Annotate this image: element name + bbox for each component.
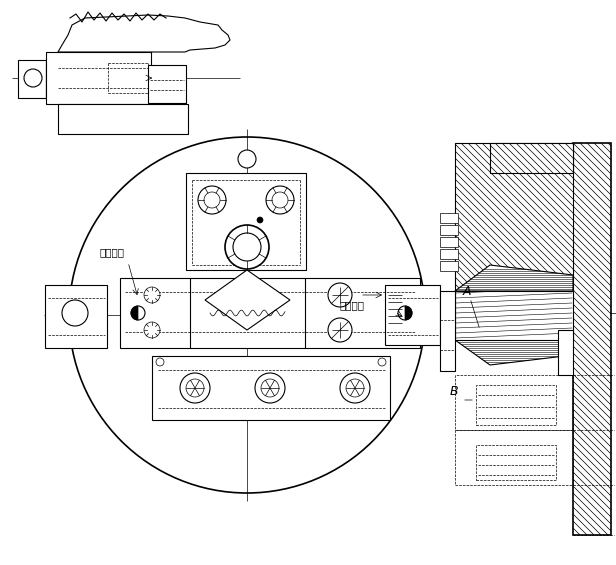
Circle shape (255, 373, 285, 403)
Circle shape (266, 186, 294, 214)
Bar (573, 143, 611, 535)
Circle shape (156, 358, 164, 366)
Bar (186, 173, 306, 270)
Bar (455, 291, 573, 340)
Circle shape (378, 358, 386, 366)
Polygon shape (205, 270, 290, 330)
Circle shape (261, 379, 279, 397)
Bar (45, 285, 107, 348)
Bar (440, 261, 458, 271)
Text: B: B (450, 385, 459, 398)
Circle shape (340, 373, 370, 403)
Bar (440, 225, 458, 235)
Bar (455, 143, 573, 291)
Bar (455, 375, 573, 430)
Circle shape (225, 225, 269, 269)
Circle shape (180, 373, 210, 403)
Bar (455, 430, 573, 485)
Circle shape (204, 192, 220, 208)
Wedge shape (405, 306, 412, 320)
Text: A: A (463, 285, 471, 298)
Circle shape (144, 287, 160, 303)
Circle shape (328, 318, 352, 342)
Circle shape (233, 233, 261, 261)
Circle shape (186, 379, 204, 397)
Bar (476, 445, 556, 480)
Circle shape (24, 69, 42, 87)
Circle shape (398, 306, 412, 320)
Circle shape (82, 306, 100, 324)
Bar (385, 285, 440, 345)
Circle shape (346, 379, 364, 397)
Bar (46, 62, 58, 98)
Circle shape (238, 150, 256, 168)
Polygon shape (455, 265, 573, 291)
Bar (573, 143, 611, 535)
Polygon shape (455, 340, 573, 365)
Bar (152, 356, 390, 420)
Circle shape (69, 137, 425, 493)
Circle shape (328, 283, 352, 307)
Bar (490, 143, 573, 173)
Bar (455, 291, 573, 340)
Bar (440, 213, 458, 223)
Circle shape (394, 306, 412, 324)
Circle shape (198, 186, 226, 214)
Text: 定位止销: 定位止销 (340, 300, 365, 310)
Bar (46, 52, 151, 104)
Bar (455, 143, 573, 291)
Circle shape (272, 192, 288, 208)
Circle shape (131, 306, 145, 320)
Bar (440, 237, 458, 247)
Bar (148, 65, 186, 103)
Bar (58, 104, 188, 134)
Polygon shape (455, 265, 573, 291)
Circle shape (62, 300, 88, 326)
Bar (440, 291, 455, 371)
Text: 定位止销: 定位止销 (100, 247, 125, 257)
Polygon shape (58, 15, 230, 52)
Circle shape (144, 322, 160, 338)
Bar (18, 60, 46, 98)
Bar (440, 249, 458, 259)
Bar (476, 385, 556, 425)
Bar (120, 278, 420, 348)
Bar (490, 143, 573, 173)
Polygon shape (455, 340, 573, 365)
Circle shape (257, 217, 263, 223)
Wedge shape (131, 306, 138, 320)
Bar (558, 330, 573, 375)
